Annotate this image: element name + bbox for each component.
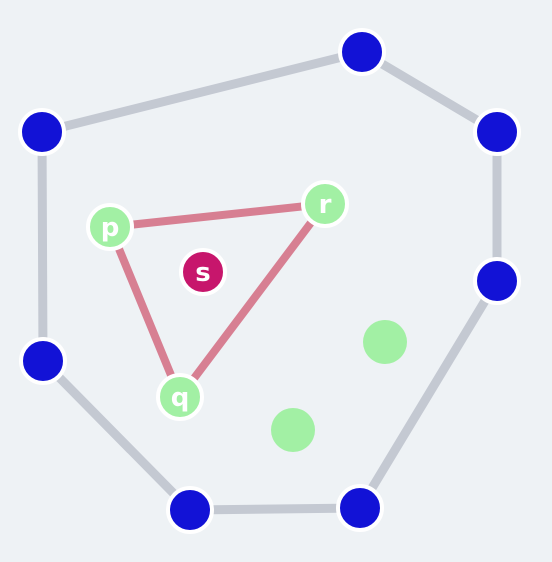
triangle-point-q-label: q <box>171 383 190 413</box>
hull-edges <box>37 47 502 515</box>
hull-edge <box>37 47 367 137</box>
triangle-edge <box>106 223 184 401</box>
hull-vertex-top <box>338 28 386 76</box>
triangle-point-p: p <box>86 203 134 251</box>
triangle-point-r-dot <box>301 180 349 228</box>
triangle-point-r: r <box>301 180 349 228</box>
hull-edge <box>37 127 48 366</box>
triangle-point-p-label: p <box>101 213 120 243</box>
triangle-edges <box>106 200 329 401</box>
triangle-point-r-label: r <box>319 190 332 220</box>
triangle-edge <box>106 200 329 231</box>
hull-edge <box>357 47 502 137</box>
hull-edge <box>355 276 502 513</box>
special-point-s-dot <box>179 248 227 296</box>
hull-edge <box>38 356 195 515</box>
inner-points <box>271 320 407 452</box>
triangle-edge <box>176 200 329 401</box>
triangle-point-p-dot <box>86 203 134 251</box>
hull-vertex-bottom-left <box>166 486 214 534</box>
special-point-s: s <box>179 248 227 296</box>
hull-vertex-bottom-right <box>336 484 384 532</box>
hull-points <box>18 28 521 534</box>
inner-point-bottom <box>271 408 315 452</box>
hull-vertex-upper-left <box>18 108 66 156</box>
hull-vertex-right <box>473 257 521 305</box>
triangle-point-q: q <box>156 373 204 421</box>
special-point-group: s <box>179 248 227 296</box>
hull-vertex-left <box>19 337 67 385</box>
triangle-point-q-dot <box>156 373 204 421</box>
hull-edge <box>185 503 365 515</box>
inner-point-right <box>363 320 407 364</box>
hull-vertex-upper-right <box>473 108 521 156</box>
triangle-points: p r q <box>86 180 349 421</box>
special-point-s-label: s <box>195 258 210 288</box>
